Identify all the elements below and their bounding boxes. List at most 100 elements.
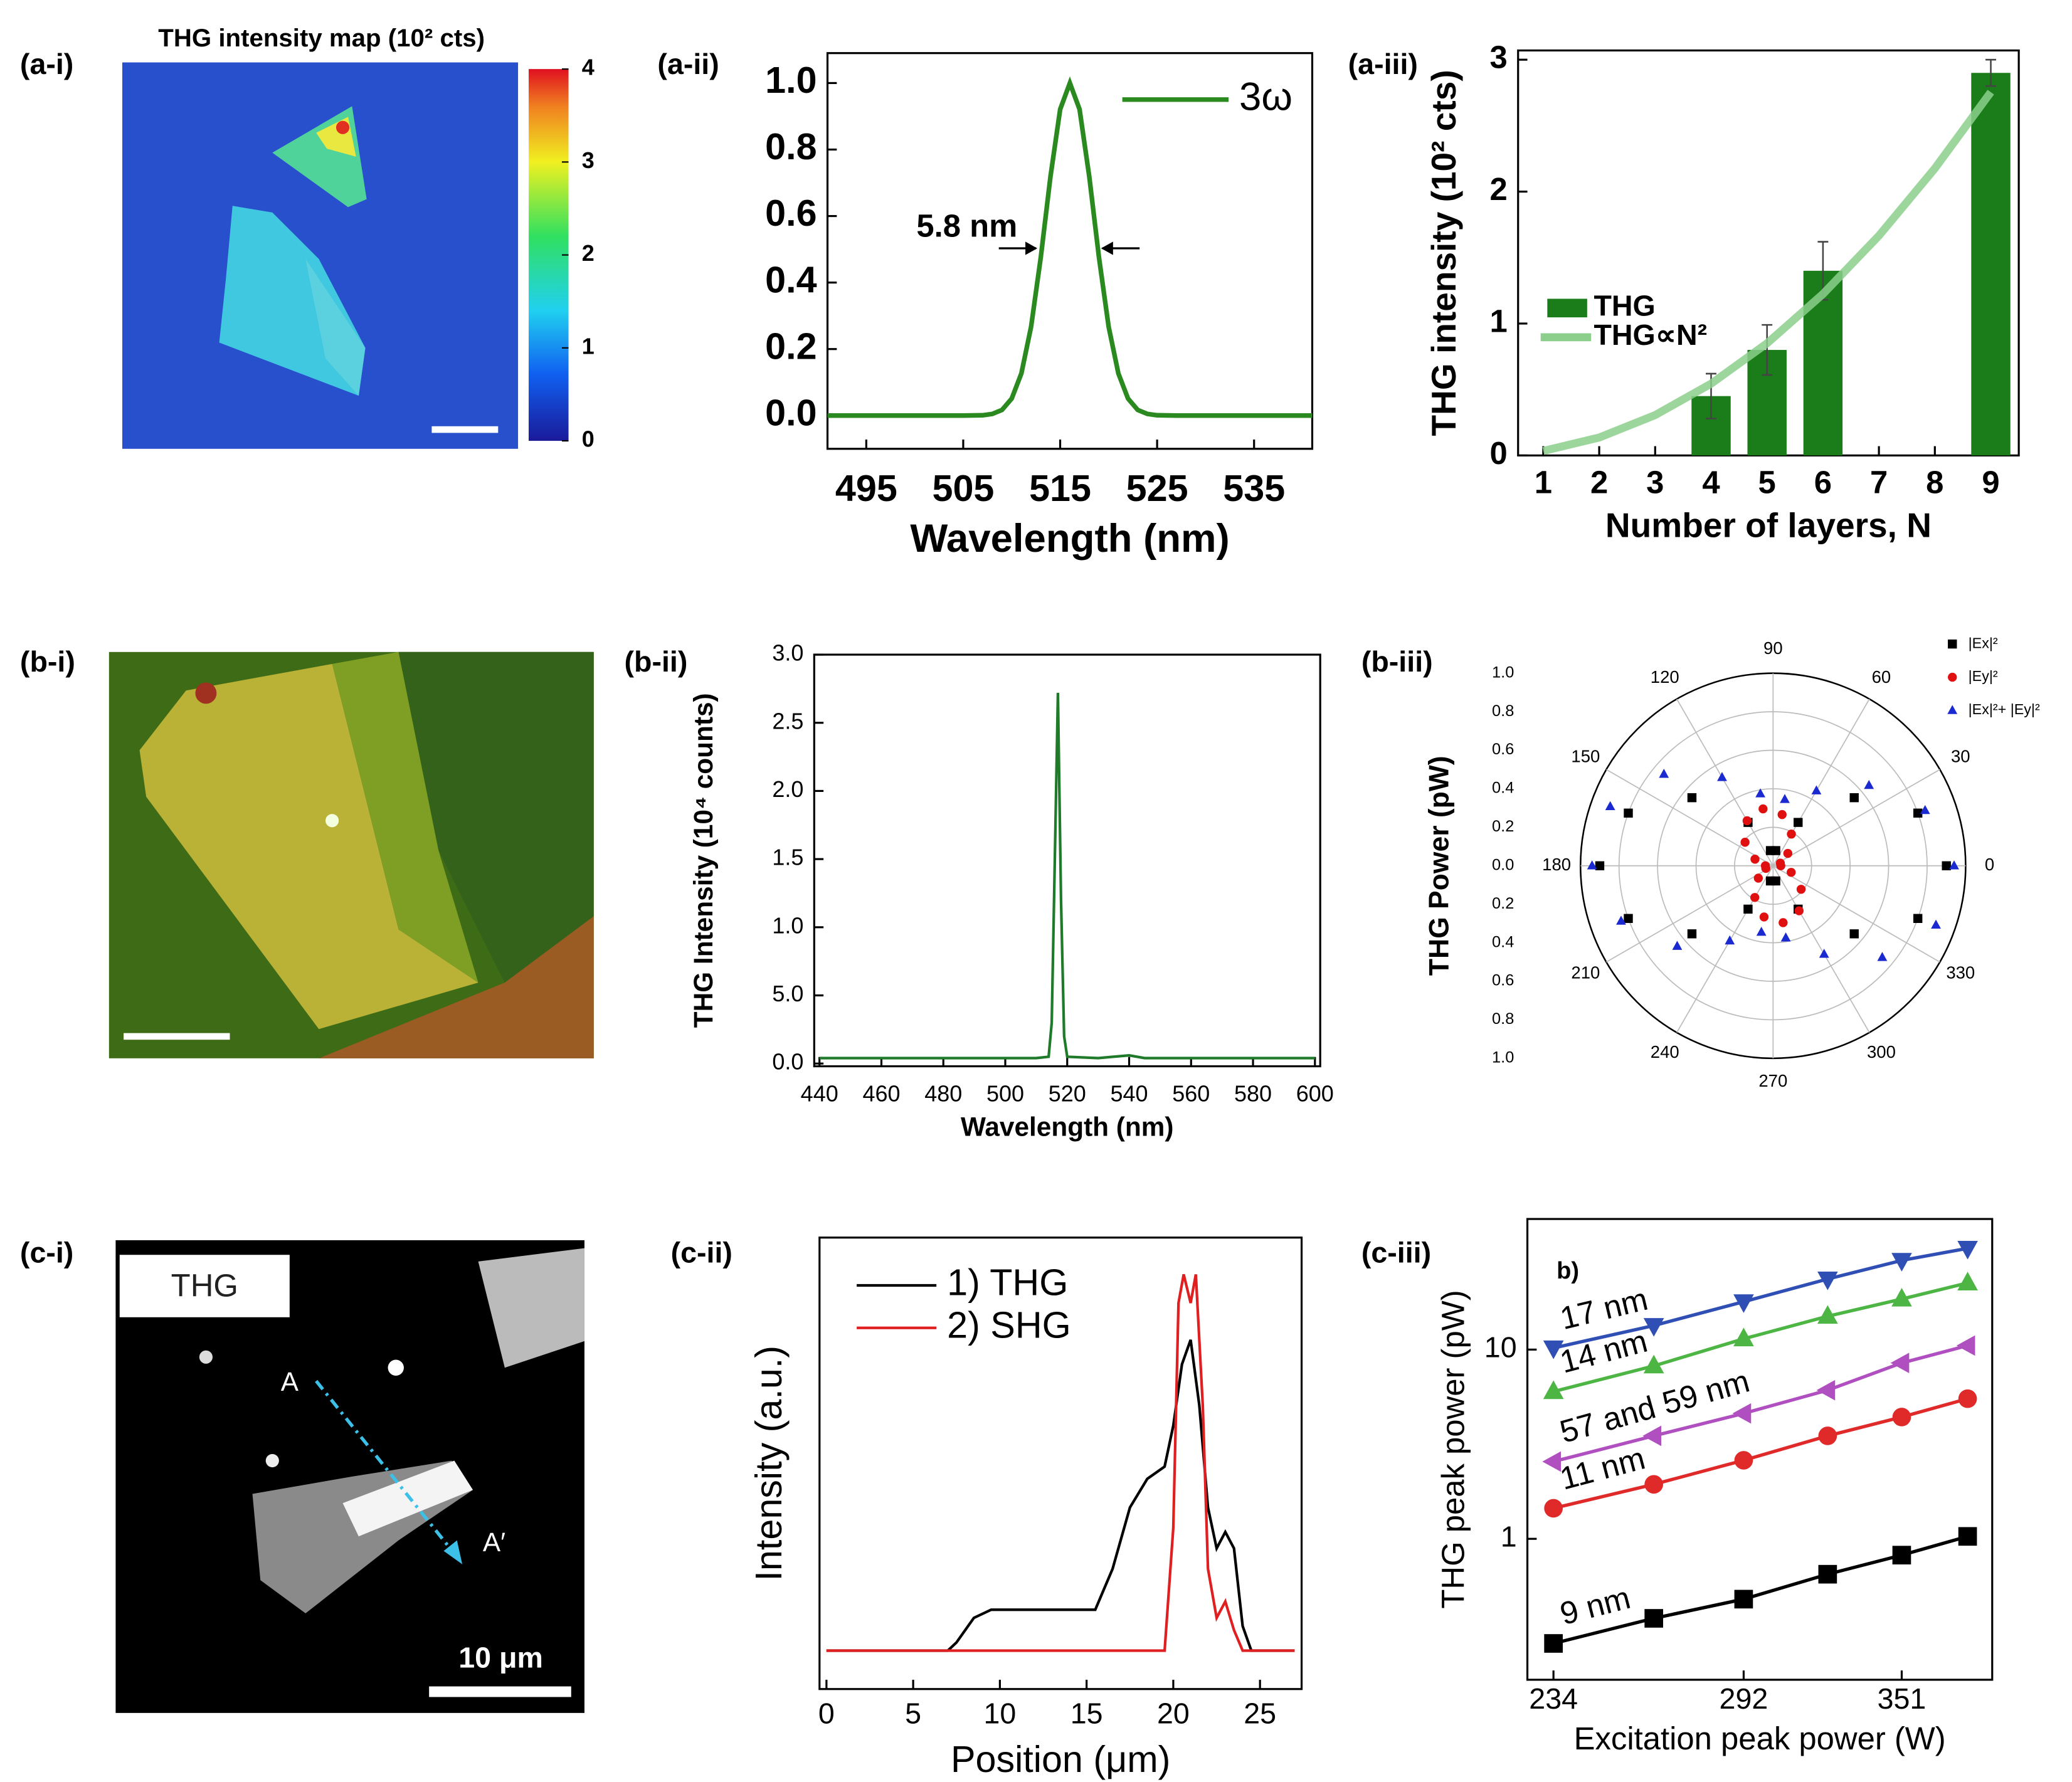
y-tick-label: 2.0 (772, 776, 803, 802)
point (1732, 1403, 1752, 1424)
y-tick-label: 1 (1501, 1520, 1517, 1553)
point (1891, 1287, 1912, 1307)
y-axis-label: THG Intensity (10⁴ counts) (689, 693, 718, 1028)
y-tick-label: 1.0 (772, 912, 803, 938)
point (1913, 808, 1923, 818)
legend-label: THG (1594, 290, 1655, 322)
plot-frame (813, 653, 1321, 1068)
flake (478, 1248, 584, 1368)
fit-line (1553, 1281, 1969, 1393)
flake (139, 663, 478, 1030)
label-box (119, 1255, 290, 1317)
point (1816, 1379, 1836, 1401)
legend-marker (1948, 639, 1957, 649)
y-tick-label: 2 (1490, 171, 1508, 207)
y-tick-label: 0.2 (765, 325, 817, 367)
point (1957, 1272, 1978, 1290)
y-tick-label: 3.0 (772, 640, 803, 666)
point (1672, 941, 1683, 950)
r-tick-label: 0.4 (1492, 779, 1514, 797)
legend-label: |Ex|²+ |Ey|² (1969, 701, 2040, 717)
point (1642, 1425, 1662, 1447)
point (1750, 855, 1760, 864)
line (826, 1339, 1295, 1652)
error-bar (1762, 324, 1773, 376)
point (1753, 873, 1763, 883)
theta-tick-label: 180 (1542, 855, 1571, 874)
point (1643, 1318, 1664, 1337)
r-tick-label: 1.0 (1492, 1049, 1514, 1067)
x-tick-label: 5 (1758, 464, 1776, 500)
point (1643, 1354, 1664, 1374)
fit-line (1553, 1247, 1969, 1350)
point (1819, 949, 1829, 958)
panel-label: (b-iii) (1361, 645, 1433, 678)
map-background (122, 62, 519, 449)
point (1756, 926, 1767, 936)
x-tick-label: 1 (1535, 464, 1552, 500)
chart-title: THG intensity map (10² cts) (158, 24, 485, 52)
image-annotation: A′ (483, 1527, 505, 1557)
y-tick-label: 2.5 (772, 708, 803, 734)
point (1644, 1609, 1663, 1628)
spot (325, 814, 339, 828)
y-tick-label: 1.0 (765, 59, 817, 101)
thg-map-image (122, 62, 569, 449)
legend-marker (1948, 672, 1957, 682)
y-axis-label: THG Power (pW) (1424, 756, 1455, 976)
x-tick-label: 4 (1702, 464, 1720, 500)
grid-spoke (1605, 769, 1773, 867)
legend-label: |Ex|² (1969, 635, 1998, 651)
point (1734, 1590, 1753, 1609)
point (1949, 860, 1959, 870)
point (1740, 838, 1750, 847)
panel-label: (b-ii) (625, 645, 688, 678)
legend-label: 1) THG (947, 1262, 1068, 1304)
flake-bright (342, 1460, 473, 1537)
point (1796, 885, 1806, 894)
point (1864, 779, 1874, 789)
point (1775, 858, 1785, 868)
x-tick-label: 292 (1720, 1682, 1768, 1715)
point (1587, 860, 1597, 870)
x-tick-label: 25 (1244, 1697, 1276, 1729)
theta-tick-label: 150 (1571, 746, 1600, 766)
annotation: 5.8 nm (916, 208, 1017, 244)
point (1687, 929, 1697, 939)
point (1958, 1527, 1977, 1546)
y-tick-label: 0.0 (765, 391, 817, 433)
point (1717, 772, 1727, 781)
x-axis-label: Position (μm) (951, 1738, 1170, 1780)
point (1786, 868, 1796, 877)
point (1849, 793, 1859, 803)
panel-label: (c-i) (20, 1236, 73, 1269)
legend-label: 2) SHG (947, 1304, 1071, 1346)
point (1743, 904, 1753, 914)
x-axis-label: Wavelength (nm) (961, 1112, 1174, 1141)
point (1734, 1451, 1753, 1470)
x-tick-label: 7 (1870, 464, 1888, 500)
point (1818, 1564, 1837, 1584)
colorbar-tick-label: 1 (582, 333, 595, 359)
x-tick-label: 520 (1049, 1081, 1086, 1107)
legend-label: |Ey|² (1969, 668, 1998, 684)
flake (319, 916, 594, 1058)
x-tick-label: 540 (1110, 1081, 1148, 1107)
grid-spoke (1772, 865, 1940, 963)
point (1849, 929, 1859, 939)
y-tick-label: 0 (1490, 435, 1508, 471)
point (1931, 919, 1941, 929)
x-tick-label: 6 (1814, 464, 1832, 500)
plot-frame (826, 52, 1314, 450)
y-tick-label: 0.8 (765, 125, 817, 167)
point (1624, 914, 1633, 923)
annotation-arrowhead (1101, 241, 1113, 255)
r-tick-label: 0.6 (1492, 741, 1514, 758)
point (1956, 1335, 1975, 1356)
grid-spoke (1676, 865, 1774, 1033)
profile-line (315, 1379, 456, 1555)
spot (265, 1453, 279, 1468)
point (1687, 793, 1697, 803)
point (1542, 1451, 1562, 1472)
